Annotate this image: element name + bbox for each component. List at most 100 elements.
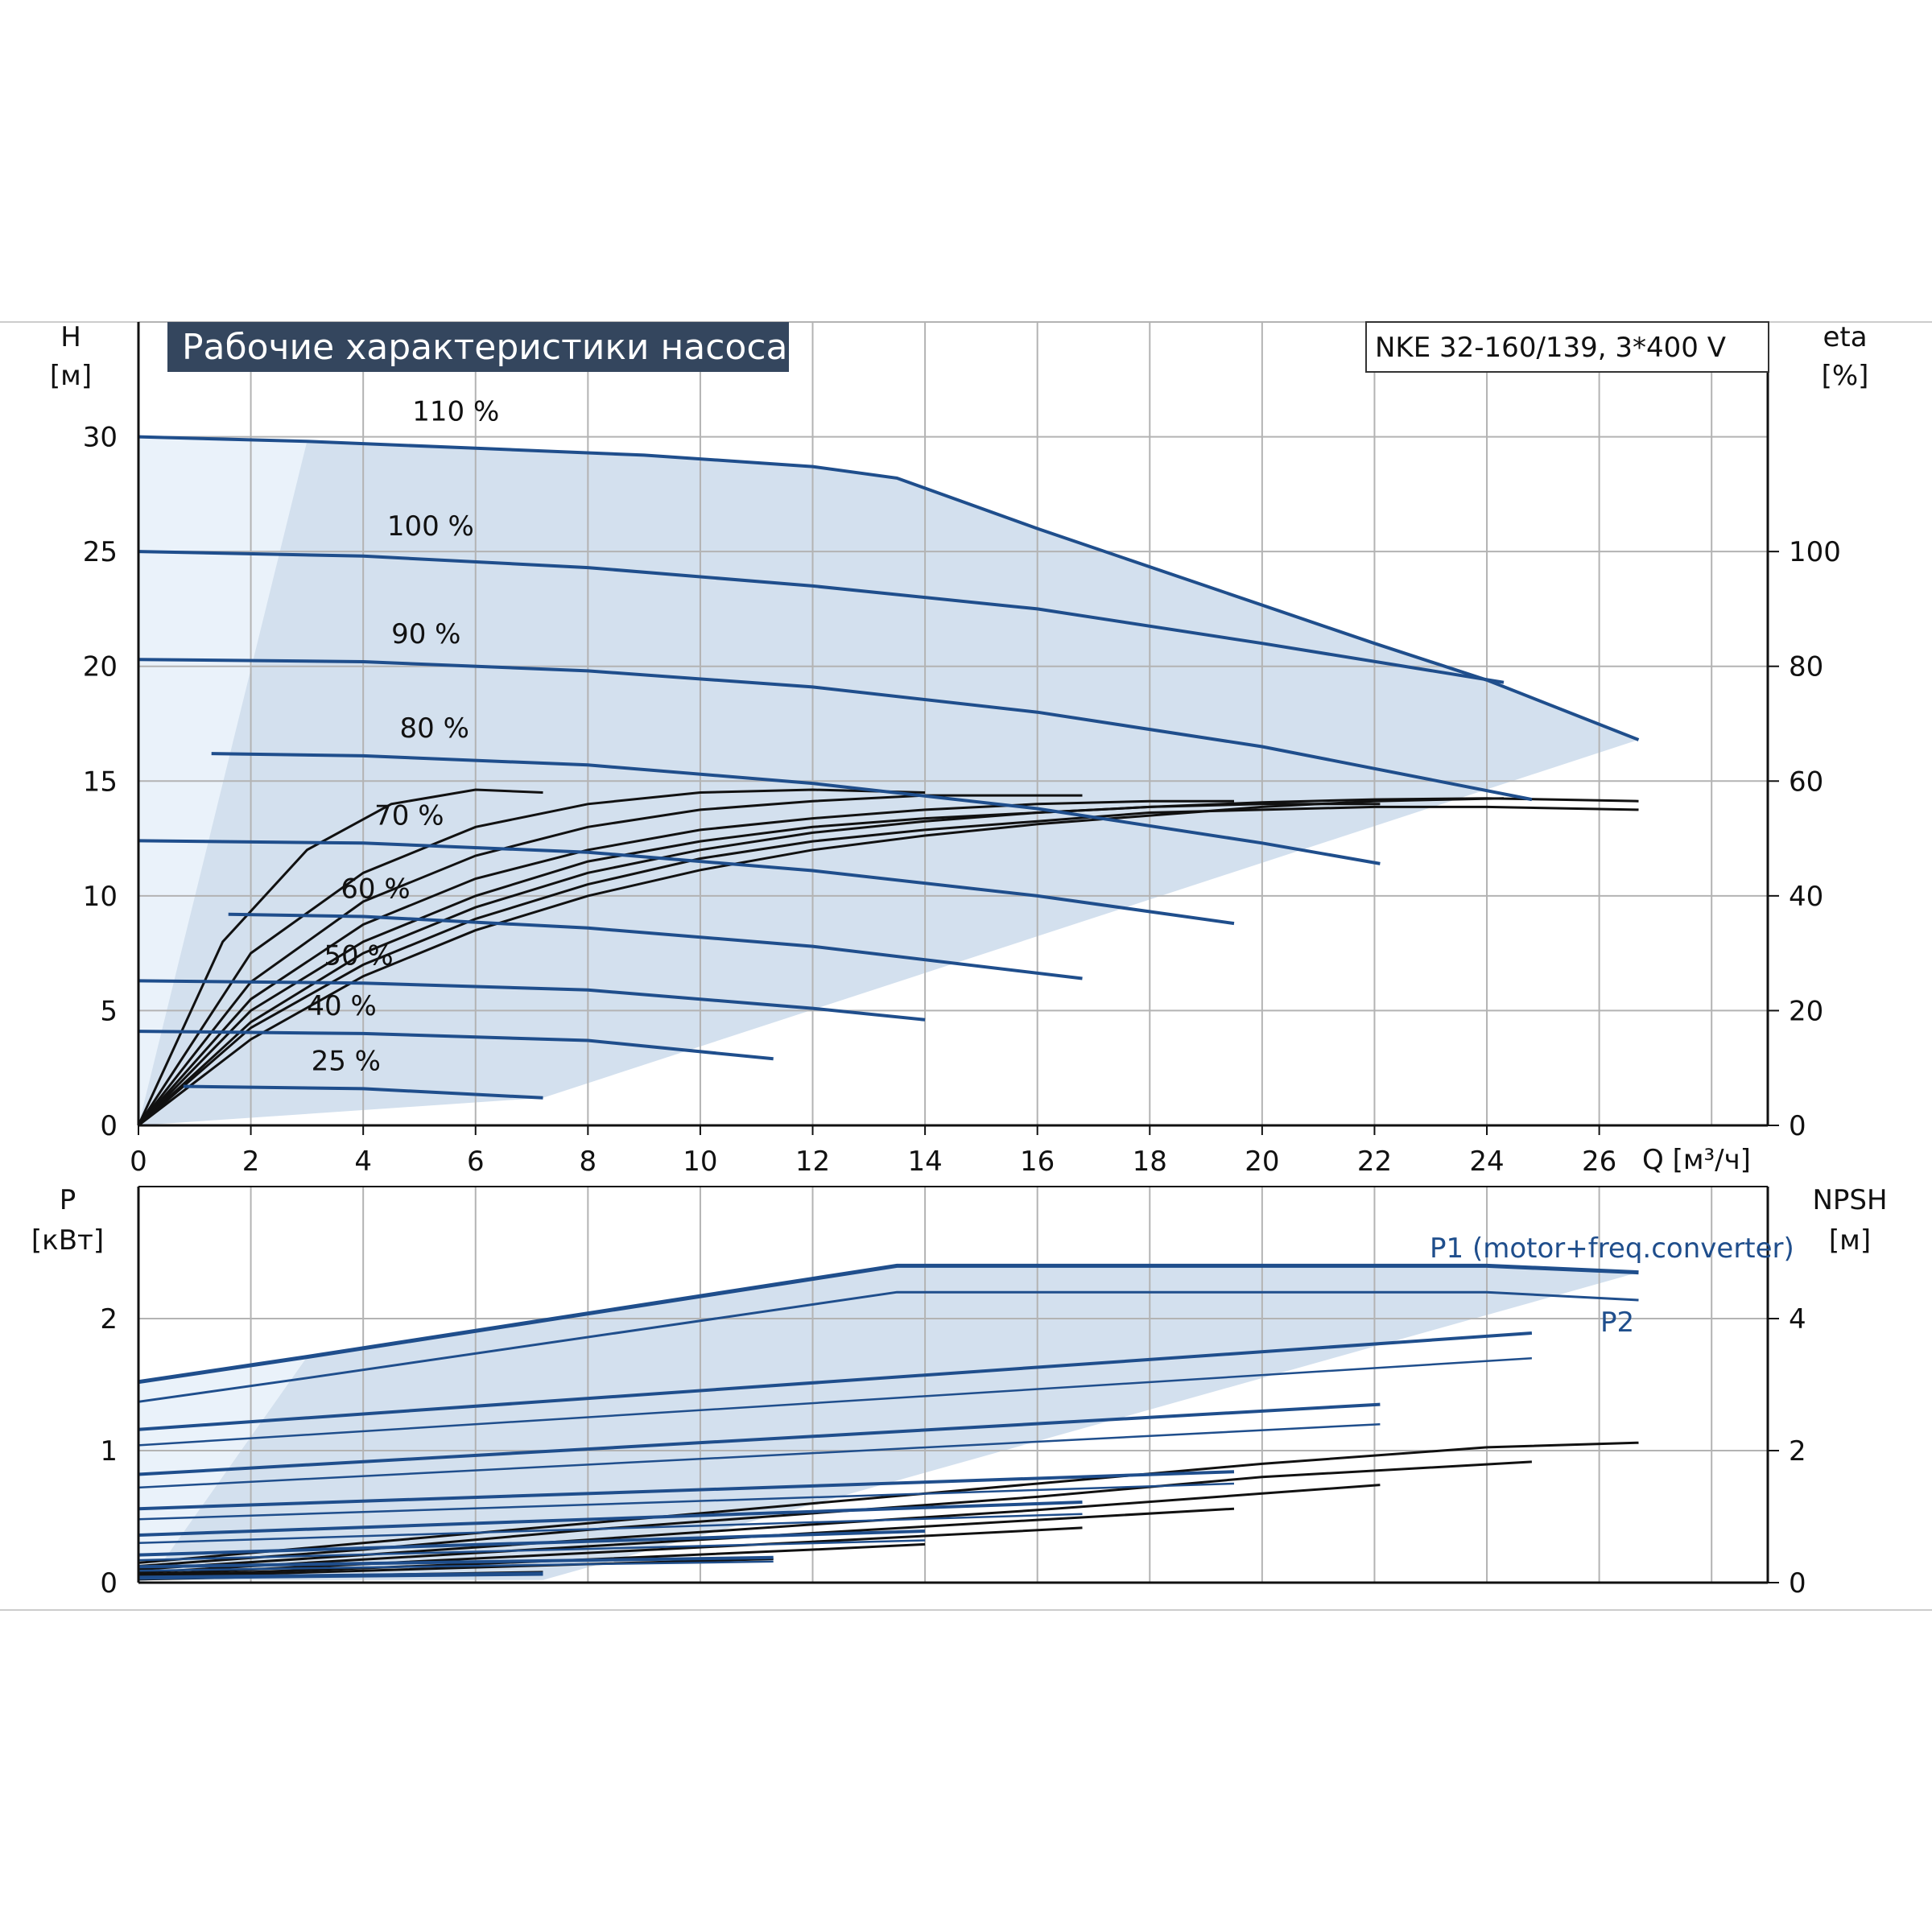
speed-label: 90 % (391, 618, 460, 650)
npsh-curve (138, 1558, 774, 1579)
speed-label: 100 % (387, 510, 474, 543)
head-curve (138, 979, 926, 1022)
head-curve (138, 839, 1235, 926)
p2-curve (138, 1560, 774, 1572)
q-tick-label: 14 (907, 1146, 942, 1178)
q-tick-label: 22 (1357, 1146, 1392, 1178)
head-curve (138, 658, 1533, 802)
speed-label: 70 % (374, 799, 444, 832)
p2-curve (138, 1356, 1532, 1447)
efficiency-curves (137, 788, 1639, 1127)
head-tick-label: 10 (83, 881, 118, 913)
q-tick-label: 18 (1133, 1146, 1167, 1178)
q-tick-label: 4 (354, 1146, 372, 1178)
power-axis-title: P (60, 1184, 76, 1216)
head-tick-label: 5 (100, 995, 118, 1027)
q-tick-label: 16 (1020, 1146, 1055, 1178)
head-tick-label: 30 (83, 422, 118, 454)
head-tick-label: 15 (83, 766, 118, 798)
npsh-curve (138, 1507, 1235, 1575)
head-curve (228, 912, 1083, 980)
speed-label: 80 % (400, 712, 469, 745)
q-tick-label: 26 (1582, 1146, 1616, 1178)
p1-curve (138, 1263, 1639, 1385)
power-axes (137, 1186, 1769, 1584)
p2-curve (138, 1482, 1235, 1521)
eta-tick-label: 80 (1789, 651, 1823, 683)
power-tick-label: 1 (100, 1435, 118, 1468)
p2-label: P2 (1600, 1307, 1634, 1339)
speed-label: 110 % (412, 396, 499, 428)
head-tick-label: 0 (100, 1110, 118, 1142)
speed-label: 25 % (312, 1046, 381, 1078)
q-tick-label: 24 (1469, 1146, 1504, 1178)
efficiency-curve (138, 805, 1639, 1127)
efficiency-curve (137, 794, 1083, 1126)
head-tick-labels: 0 2 4 6 8 10 12 14 16 18 20 22 24 2605101520253002040… (83, 422, 1841, 1178)
power-panel: 0 1 2 0 2 4 (100, 1186, 1806, 1600)
power-axis-unit: [кВт] (31, 1224, 104, 1257)
power-area-polygon (149, 1265, 1639, 1580)
p1-curve (138, 1470, 1235, 1511)
head-curve (211, 752, 1381, 865)
npsh-tick-label: 4 (1789, 1303, 1806, 1335)
npsh-tick-label: 0 (1789, 1567, 1806, 1600)
speed-label: 40 % (307, 990, 376, 1022)
head-grid (138, 321, 1768, 1125)
q-tick-label: 20 (1245, 1146, 1279, 1178)
head-axes (137, 322, 1769, 1127)
head-axis-unit: [м] (50, 360, 92, 392)
speed-label: 50 % (324, 939, 393, 972)
head-curve (138, 1030, 774, 1061)
head-curve (138, 435, 1640, 741)
q-tick-label: 12 (795, 1146, 830, 1178)
q-tick-label: 0 (130, 1146, 147, 1178)
p2-curve (138, 1573, 543, 1580)
p1-curve (138, 1555, 774, 1569)
p2-curve (138, 1290, 1639, 1403)
head-curve (138, 550, 1505, 684)
efficiency-curve (137, 788, 926, 1126)
head-axis-title: H (60, 321, 81, 353)
p2-curve (138, 1513, 1083, 1545)
efficiency-curve (137, 803, 1381, 1127)
speed-labels: 110 % 100 % 90 % 80 % 70 % 60 % 50 % 40 % 25 % (307, 396, 499, 1078)
eta-tick-label: 20 (1789, 995, 1823, 1027)
efficiency-curve (137, 788, 543, 1126)
q-tick-label: 2 (242, 1146, 260, 1178)
head-panel: 0 2 4 6 8 10 12 14 16 18 20 22 24 2605101520253002040… (83, 321, 1841, 1178)
eta-tick-label: 40 (1789, 881, 1823, 913)
p1-curve (138, 1530, 926, 1557)
npsh-axis-title: NPSH (1812, 1184, 1887, 1216)
p1-curve (138, 1402, 1381, 1476)
head-curves (138, 435, 1640, 1100)
efficiency-curve (137, 799, 1234, 1126)
q-axis-title: Q [м³/ч] (1642, 1144, 1751, 1176)
model-box (1365, 321, 1769, 373)
p1-curve (138, 1331, 1533, 1431)
eta-tick-label: 100 (1789, 536, 1841, 568)
p1-label: P1 (motor+freq.converter) (1430, 1232, 1794, 1265)
p2-curve (138, 1539, 926, 1562)
q-tick-label: 8 (580, 1146, 597, 1178)
eta-tick-label: 0 (1789, 1110, 1806, 1142)
power-curves (138, 1263, 1639, 1580)
model-label: NKE 32-160/139, 3*400 V (1375, 332, 1726, 364)
head-tick-label: 20 (83, 651, 118, 683)
head-curve (183, 1084, 543, 1100)
npsh-tick-label: 2 (1789, 1435, 1806, 1468)
efficiency-curve (137, 797, 1639, 1127)
title-banner (167, 322, 789, 372)
chart-title: Рабочие характеристики насоса (182, 327, 787, 368)
p1-curve (138, 1571, 543, 1579)
head-tick-label: 25 (83, 536, 118, 568)
efficiency-curve (138, 797, 1505, 1127)
speed-label: 60 % (341, 873, 410, 906)
eta-axis-title: eta (1823, 321, 1867, 353)
power-tick-label: 0 (100, 1567, 118, 1600)
eta-tick-label: 60 (1789, 766, 1823, 798)
p2-curve (138, 1422, 1381, 1489)
p1-curve (138, 1501, 1083, 1537)
eta-axis-unit: [%] (1822, 360, 1869, 392)
